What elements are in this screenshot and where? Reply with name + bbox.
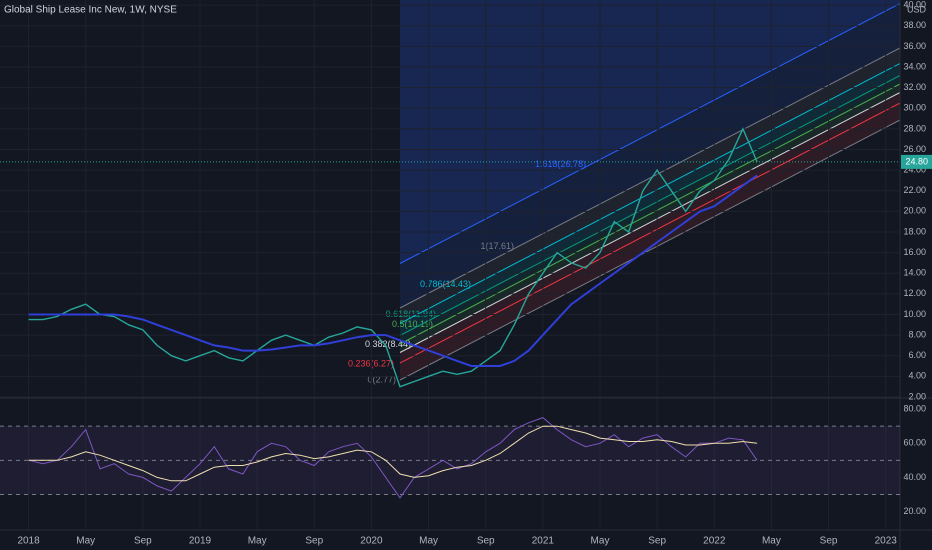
fib-band [400,92,900,364]
y-tick-label: 6.00 [908,350,926,360]
fib-band [400,84,900,353]
fib-label: 0.382(8.44) [365,339,411,349]
y-tick-label: 4.00 [908,371,926,381]
fib-line [399,119,901,381]
x-tick-label: 2018 [17,536,40,547]
y-tick-label: 40.00 [903,0,926,10]
x-tick-label: Sep [134,536,152,547]
fib-line [399,62,901,324]
y-tick-label: 28.00 [903,123,926,133]
rsi-tick-label: 20.00 [903,506,926,516]
rsi-tick-label: 40.00 [903,472,926,482]
fib-line [399,92,901,353]
x-tick-label: May [591,536,610,547]
y-tick-label: 12.00 [903,288,926,298]
series-line [28,174,758,367]
x-tick-label: 2023 [875,536,898,547]
x-tick-label: May [76,536,95,547]
y-tick-label: 30.00 [903,103,926,113]
fib-line [399,102,901,364]
x-tick-label: Sep [648,536,666,547]
y-tick-label: 24.00 [903,165,926,175]
grid [0,0,900,530]
y-tick-label: 16.00 [903,247,926,257]
y-tick-label: 26.00 [903,144,926,154]
fib-label: 1.618(26.78) [535,159,586,169]
x-tick-label: 2019 [189,536,212,547]
y-tick-label: 2.00 [908,391,926,401]
fib-line [399,75,901,336]
series-line [28,127,758,388]
fib-label: 0.786(14.43) [420,279,471,289]
y-tick-label: 20.00 [903,206,926,216]
fib-line [399,83,901,345]
rsi-tick-label: 80.00 [903,403,926,413]
fib-band [400,0,900,264]
y-tick-label: 14.00 [903,268,926,278]
fib-band [400,63,900,336]
currency: USD [907,4,927,14]
fib-label: 1(17.61) [480,241,514,251]
series-line [28,425,758,482]
y-tick-label: 18.00 [903,226,926,236]
y-tick-label: 38.00 [903,20,926,30]
rsi-tick-label: 60.00 [903,438,926,448]
fib-band [400,48,900,324]
y-tick-label: 34.00 [903,61,926,71]
x-tick-label: 2021 [532,536,555,547]
y-tick-label: 32.00 [903,82,926,92]
fib-band [400,103,900,381]
fib-label: 0.5(10.19) [392,319,433,329]
last-price-label: 24.80 [905,156,928,166]
fib-label: 0(2.77) [367,374,396,384]
x-tick-label: 2020 [360,536,383,547]
series-line [28,417,758,499]
last-price-box [901,154,932,169]
x-tick-label: 2022 [703,536,726,547]
x-tick-label: Sep [305,536,323,547]
y-tick-label: 36.00 [903,41,926,51]
y-tick-label: 22.00 [903,185,926,195]
chart-title: Global Ship Lease Inc New, 1W, NYSE [4,5,177,16]
y-tick-label: 10.00 [903,309,926,319]
y-tick-label: 8.00 [908,329,926,339]
x-tick-label: May [419,536,438,547]
x-tick-label: May [762,536,781,547]
fib-line [399,47,901,309]
x-tick-label: May [248,536,267,547]
fib-band [400,75,900,344]
x-tick-label: Sep [820,536,838,547]
x-tick-label: Sep [477,536,495,547]
